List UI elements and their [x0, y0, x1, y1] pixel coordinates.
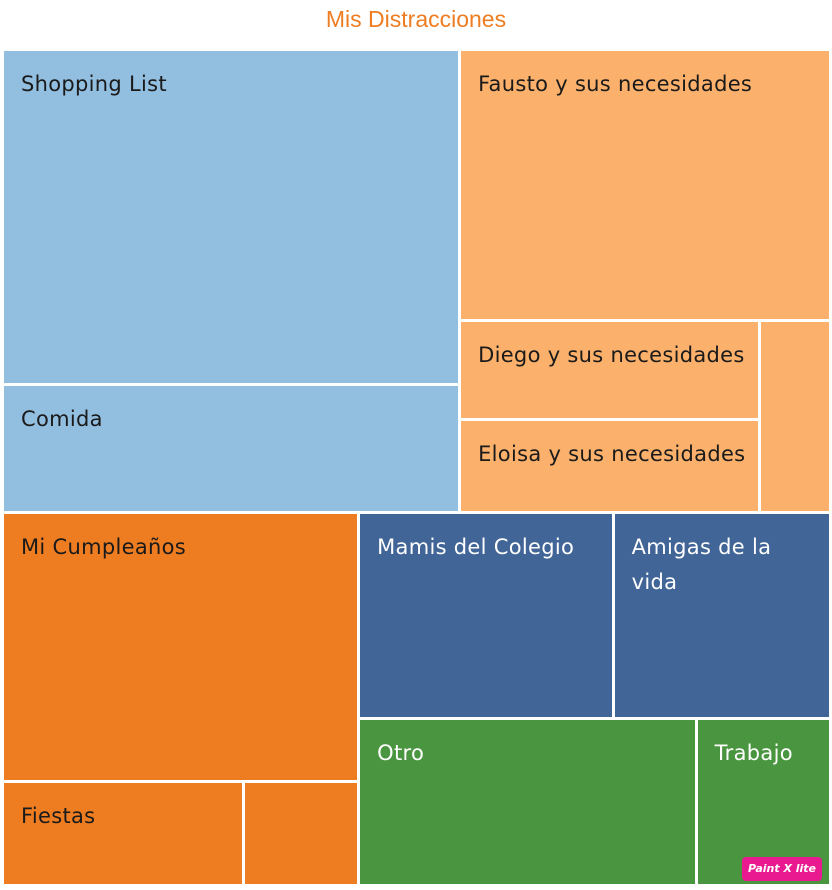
treemap-tile: Amigas de la vida	[614, 513, 829, 718]
treemap-tile-label: Mi Cumpleaños	[21, 534, 187, 559]
treemap-tile-label: Mamis del Colegio	[377, 534, 575, 559]
treemap-tile: Diego y sus necesidades	[461, 322, 758, 418]
treemap-tile-label: Diego y sus necesidades	[478, 343, 745, 368]
treemap-tile-label: Otro	[377, 741, 425, 766]
treemap-tile-label: Fiestas	[21, 803, 96, 828]
treemap-tile-label: Trabajo	[714, 741, 793, 766]
treemap-tile: Comida	[4, 385, 459, 511]
treemap-tile-label: Comida	[21, 406, 103, 431]
treemap-tile: Fiestas	[4, 782, 242, 884]
treemap-tile: Fausto y sus necesidades	[461, 51, 829, 320]
treemap-tile: Otro	[360, 720, 695, 884]
treemap-tile-label: Fausto y sus necesidades	[478, 72, 753, 96]
treemap-tile	[244, 782, 358, 884]
chart-title: Mis Distracciones	[325, 6, 507, 32]
treemap-tile-label: Eloisa y sus necesidades	[478, 441, 746, 466]
treemap-tile	[760, 322, 829, 511]
treemap-tile: Trabajo	[697, 720, 829, 884]
treemap-tile: Eloisa y sus necesidades	[461, 420, 758, 511]
treemap-tile-label: Shopping List	[21, 72, 167, 96]
treemap-tile: Mi Cumpleaños	[4, 513, 358, 780]
treemap-tile: Mamis del Colegio	[360, 513, 612, 718]
treemap-tile-label: Amigas de la vida	[631, 534, 772, 594]
watermark-badge: Paint X lite	[742, 857, 822, 881]
treemap-tile: Shopping List	[4, 51, 459, 383]
